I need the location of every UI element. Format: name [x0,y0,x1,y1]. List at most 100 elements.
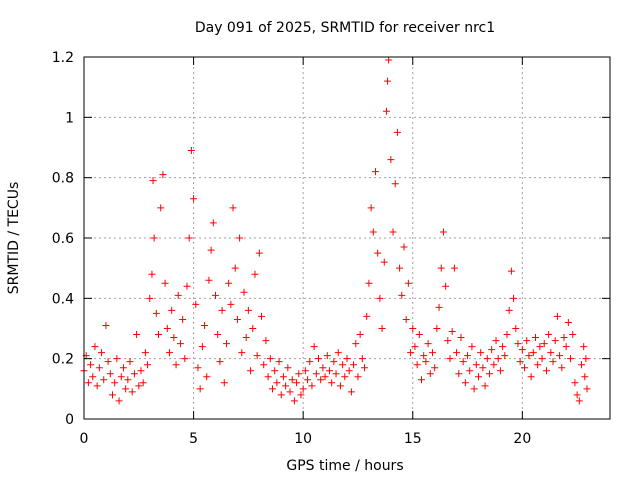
data-point [201,321,209,329]
data-point [137,367,145,375]
data-point [139,379,147,387]
data-point [323,352,331,360]
data-point [117,373,125,381]
data-point [98,349,106,357]
data-point [321,373,329,381]
data-point [384,77,392,85]
data-point [435,303,443,311]
x-tick-label: 5 [189,431,198,447]
data-point [310,343,318,351]
data-point [286,388,294,396]
data-point [411,343,419,351]
data-point [540,340,548,348]
data-point [426,370,434,378]
data-point [240,288,248,296]
data-point [553,312,561,320]
data-point [525,352,533,360]
data-point [475,373,482,381]
data-point [510,294,518,302]
data-point [176,340,184,348]
data-point [396,264,404,272]
data-point [418,376,426,384]
data-point [371,168,379,176]
data-point [450,264,458,272]
data-point [583,385,591,393]
data-point [488,346,496,354]
data-point [567,355,575,363]
data-point [536,343,544,351]
data-point [369,228,377,236]
y-tick-label: 1.2 [52,50,74,66]
data-point [490,361,498,369]
x-tick-label: 20 [513,431,531,447]
data-point [420,352,428,360]
data-point [222,340,230,348]
data-point [409,325,417,332]
data-point [231,264,239,272]
data-point [144,361,152,369]
data-point [179,315,187,323]
tick-layer: 0 0.2 0.4 0.6 0.8 1 1.2 0 5 10 15 20 [52,50,610,447]
data-point [472,361,480,369]
data-point [439,228,447,236]
data-point [268,385,276,393]
data-point [444,337,452,345]
data-point [317,376,325,384]
data-point [499,343,507,351]
data-point [477,349,485,357]
data-point [304,376,312,384]
data-point [271,367,279,375]
data-point [284,364,292,372]
data-point [183,282,191,290]
data-point [578,361,586,369]
data-point [393,128,401,136]
data-point [387,156,395,164]
data-point [275,358,283,366]
data-point [398,291,406,299]
x-tick-label: 0 [80,431,89,447]
data-point [190,195,198,203]
data-points [80,56,591,405]
plot-frame [83,56,611,420]
data-point [358,355,366,363]
data-point [115,397,123,405]
data-point [354,373,362,381]
data-point [470,385,478,393]
data-point [483,355,491,363]
y-tick-label: 0.4 [52,291,74,307]
data-point [582,355,590,363]
data-point [172,361,180,369]
data-point [380,258,388,266]
data-point [343,355,351,363]
data-point [389,228,397,236]
data-point [512,325,520,332]
data-point [453,349,461,357]
data-point [192,300,200,308]
data-point [262,337,270,345]
data-point [170,334,178,342]
data-point [279,373,287,381]
data-point [185,234,193,242]
grid-layer [84,57,610,419]
data-point [479,364,487,372]
data-point [205,276,213,284]
data-point [148,270,156,278]
data-point [564,318,572,326]
data-point [84,379,92,387]
data-point [225,279,233,287]
data-point [336,382,344,390]
data-point [89,373,97,381]
data-point [149,177,157,185]
data-point [236,234,244,242]
data-point [293,379,301,387]
data-point [507,267,515,275]
data-point [341,373,349,381]
data-point [258,312,266,320]
data-point [91,343,99,351]
data-point [295,370,303,378]
data-point [161,279,169,287]
data-point [538,355,546,363]
data-point [461,379,469,387]
y-tick-label: 0.8 [52,171,74,187]
data-point [481,382,489,390]
